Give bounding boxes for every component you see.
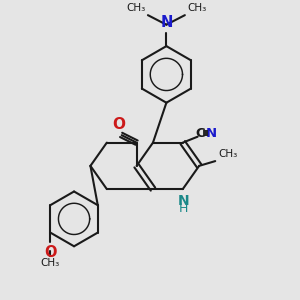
Text: N: N [206, 127, 217, 140]
Text: N: N [160, 15, 172, 30]
Text: O: O [112, 117, 125, 132]
Text: CH₃: CH₃ [187, 3, 206, 14]
Text: CH₃: CH₃ [41, 258, 60, 268]
Text: N: N [178, 194, 189, 208]
Text: CH₃: CH₃ [126, 3, 146, 14]
Text: H: H [179, 202, 188, 214]
Text: C: C [196, 127, 205, 140]
Text: CH₃: CH₃ [219, 149, 238, 159]
Text: O: O [44, 244, 57, 260]
